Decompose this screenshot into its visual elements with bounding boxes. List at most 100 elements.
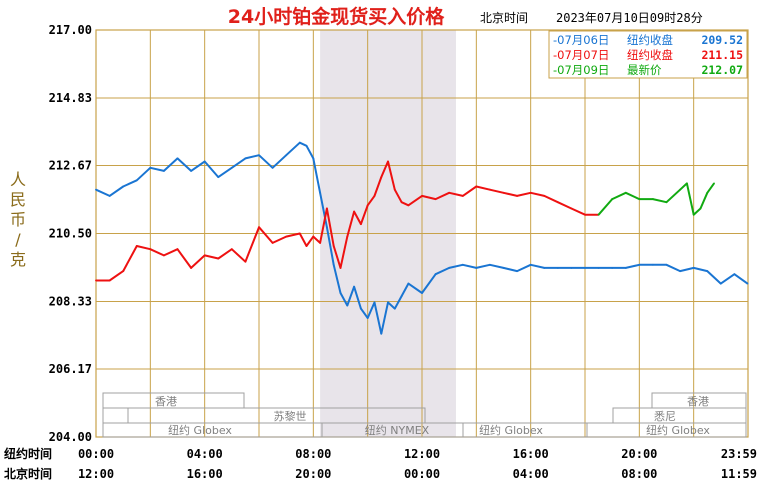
- y-axis-label-char: 民: [10, 190, 26, 209]
- data-point: [380, 176, 383, 179]
- data-point: [244, 157, 247, 160]
- legend: -07月06日 纽约收盘 209.52-07月07日 纽约收盘 211.15-07月09…: [553, 33, 743, 77]
- data-point: [665, 263, 668, 266]
- data-point: [332, 245, 335, 247]
- session-sydney-label: 悉尼: [654, 410, 676, 423]
- ny-tick-label: 20:00: [621, 447, 657, 461]
- data-point: [203, 160, 206, 163]
- data-point: [584, 213, 586, 216]
- data-point: [543, 195, 546, 197]
- ny-tick-label: 08:00: [295, 447, 331, 461]
- data-point: [719, 282, 722, 285]
- data-point: [346, 235, 349, 238]
- data-point: [400, 201, 403, 204]
- data-point: [570, 267, 573, 269]
- bj-tick-label: 11:59: [721, 467, 757, 481]
- data-point: [652, 198, 654, 200]
- data-point: [163, 254, 165, 257]
- data-point: [244, 260, 247, 263]
- data-point: [461, 195, 464, 197]
- legend-date: -07月07日: [553, 48, 609, 62]
- data-point: [434, 198, 437, 200]
- data-point: [502, 267, 505, 269]
- series-line-07月07日: [96, 160, 599, 282]
- data-point: [217, 257, 220, 260]
- data-point: [746, 282, 749, 285]
- data-point: [122, 270, 125, 272]
- price-lines: [95, 141, 749, 335]
- session-nymex-label: 纽约 NYMEX: [365, 423, 430, 437]
- bj-tick-label: 20:00: [295, 467, 331, 481]
- data-point: [326, 226, 328, 229]
- data-point: [319, 191, 322, 194]
- data-point: [699, 207, 702, 210]
- data-point: [312, 235, 315, 238]
- data-point: [373, 301, 376, 304]
- bj-tick-label: 08:00: [621, 467, 657, 481]
- data-point: [230, 166, 233, 169]
- data-point: [665, 201, 668, 204]
- data-point: [597, 213, 600, 216]
- session-zurich-label: 苏黎世: [274, 409, 307, 423]
- y-tick-label: 206.17: [49, 362, 92, 376]
- session-globex-3-box: [586, 422, 747, 438]
- data-point: [652, 263, 654, 266]
- data-point: [305, 144, 308, 147]
- data-point: [393, 307, 396, 310]
- legend-value: 212.07: [701, 63, 743, 77]
- data-point: [393, 188, 396, 191]
- data-point: [190, 169, 192, 172]
- data-point: [407, 204, 410, 207]
- data-point: [679, 270, 681, 272]
- bj-time-row-label: 北京时间: [4, 466, 52, 481]
- legend-label: 纽约收盘: [627, 48, 673, 62]
- data-point: [475, 267, 478, 269]
- y-tick-label: 210.50: [49, 227, 92, 241]
- y-axis-ticks: 217.00 214.83 212.67 210.50 208.33 206.17 204.…: [49, 23, 92, 444]
- data-point: [380, 332, 383, 335]
- data-point: [407, 282, 410, 285]
- data-point: [346, 304, 349, 307]
- timezone-label: 北京时间: [480, 11, 528, 25]
- data-point: [95, 279, 97, 282]
- data-point: [319, 241, 322, 244]
- data-point: [692, 267, 695, 269]
- bj-tick-label: 16:00: [187, 467, 223, 481]
- ny-tick-label: 23:59: [721, 447, 757, 461]
- data-point: [339, 292, 342, 294]
- data-point: [570, 207, 573, 210]
- session-sydney-box: [612, 407, 747, 424]
- data-point: [706, 270, 709, 272]
- data-point: [298, 232, 301, 235]
- legend-label: 纽约收盘: [627, 33, 673, 47]
- data-point: [149, 248, 152, 251]
- ny-tick-label: 04:00: [187, 447, 223, 461]
- y-axis-label: 人民币/克: [10, 170, 26, 269]
- data-point: [489, 263, 491, 266]
- chart-grid: [95, 29, 749, 438]
- legend-date: -07月09日: [553, 63, 609, 77]
- y-tick-label: 208.33: [49, 294, 92, 308]
- series-line-07月09日: [597, 182, 715, 216]
- data-point: [332, 263, 335, 266]
- data-point: [217, 176, 220, 179]
- data-point: [516, 270, 518, 272]
- data-point: [359, 307, 362, 310]
- ny-tick-label: 12:00: [404, 447, 440, 461]
- y-axis-label-char: 克: [10, 250, 26, 269]
- bj-tick-label: 00:00: [404, 467, 440, 481]
- data-point: [624, 191, 627, 194]
- data-point: [271, 241, 274, 244]
- data-point: [135, 179, 138, 182]
- data-point: [190, 267, 192, 269]
- data-point: [502, 191, 505, 194]
- data-point: [679, 188, 681, 191]
- data-point: [713, 182, 715, 185]
- chart-title: 24小时铂金现货买入价格: [228, 5, 445, 28]
- legend-value: 209.52: [701, 33, 743, 47]
- bj-tick-label: 12:00: [78, 467, 114, 481]
- data-point: [611, 267, 614, 269]
- ny-tick-label: 00:00: [78, 447, 114, 461]
